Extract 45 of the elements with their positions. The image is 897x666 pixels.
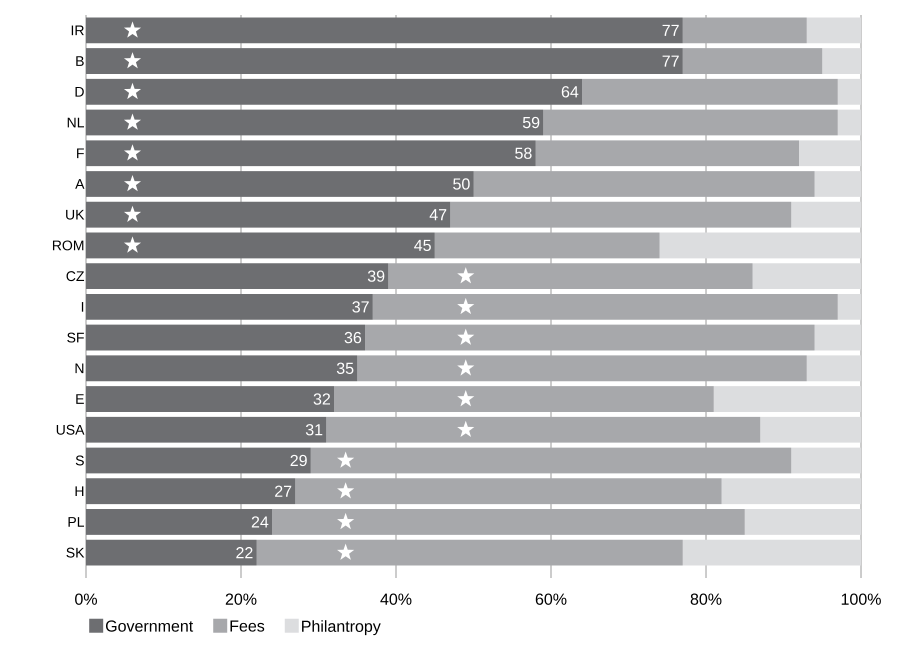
data-label: 22 — [236, 547, 252, 558]
data-label: 32 — [314, 393, 330, 405]
data-label: 58 — [515, 148, 532, 159]
data-label: 64 — [562, 86, 578, 98]
data-label: 47 — [430, 209, 446, 220]
y-tick-label: ROM — [52, 240, 84, 250]
x-tick-label: 20% — [226, 594, 256, 605]
legend-label: Fees — [230, 620, 264, 632]
y-tick-label: IR — [72, 26, 84, 36]
data-label: 59 — [522, 116, 540, 128]
data-label: 50 — [453, 178, 470, 190]
data-label: 37 — [352, 301, 369, 313]
data-label: 45 — [414, 240, 431, 251]
legend-label: Government — [106, 620, 194, 632]
data-label: 36 — [344, 332, 362, 344]
y-tick-label: UK — [66, 210, 84, 220]
y-tick-label: SK — [66, 548, 84, 558]
y-tick-label: S — [76, 456, 84, 466]
y-tick-label: E — [76, 394, 84, 404]
y-tick-label: H — [76, 486, 84, 496]
y-tick-label: D — [76, 86, 84, 97]
x-tick-label: 100% — [842, 594, 881, 605]
x-tick-label: 0% — [75, 594, 97, 605]
y-tick-label: I — [82, 302, 84, 312]
data-label: 77 — [662, 24, 679, 36]
y-tick-label: NL — [68, 118, 84, 128]
data-label: 29 — [290, 454, 307, 466]
y-tick-label: USA — [56, 424, 84, 435]
data-label: 35 — [336, 362, 354, 374]
data-label: 31 — [306, 424, 322, 436]
y-tick-label: B — [76, 56, 84, 66]
y-tick-label: A — [75, 179, 84, 189]
y-tick-label: F — [77, 148, 84, 158]
data-label: 39 — [368, 270, 384, 282]
data-label: 77 — [662, 56, 679, 67]
data-label: 24 — [252, 516, 268, 528]
x-tick-label: 40% — [380, 594, 412, 605]
y-tick-label: CZ — [66, 271, 84, 282]
legend-label: Philantropy — [302, 620, 381, 636]
data-label: 27 — [275, 486, 292, 497]
y-tick-label: SF — [67, 332, 84, 343]
x-tick-label: 80% — [690, 594, 722, 605]
x-tick-label: 60% — [536, 594, 566, 605]
y-tick-label: PL — [68, 517, 84, 527]
y-tick-label: N — [76, 364, 84, 374]
